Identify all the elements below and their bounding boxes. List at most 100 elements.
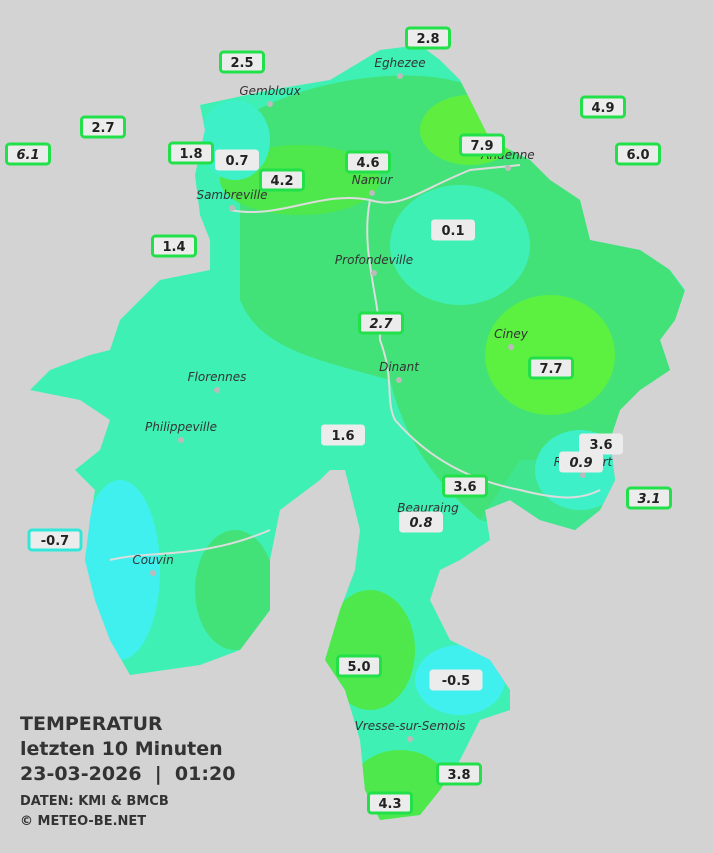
station-box	[168, 141, 214, 165]
station: 0.8	[399, 511, 443, 533]
station-value: 6.1	[16, 148, 39, 163]
station-value: 0.7	[225, 154, 248, 169]
legend-copyright: © METEO-BE.NET	[20, 814, 146, 829]
station-box	[626, 486, 672, 510]
station-value: 0.9	[569, 456, 592, 471]
station-box	[151, 234, 197, 258]
station-box	[615, 142, 661, 166]
station: 7.9	[459, 133, 505, 157]
station-value: 1.4	[162, 240, 185, 255]
station: 3.6	[442, 474, 488, 498]
city-dot	[267, 101, 273, 107]
station-box	[321, 424, 365, 446]
city-label: Ciney	[494, 327, 529, 341]
station: 4.2	[259, 168, 305, 192]
station-box	[405, 26, 451, 50]
station-value: 1.6	[331, 429, 354, 444]
station-box	[580, 95, 626, 119]
legend-source: DATEN: KMI & BMCB	[20, 794, 169, 809]
station-value: 2.7	[91, 121, 114, 136]
city-dot	[371, 270, 377, 276]
station-value: 4.2	[270, 174, 293, 189]
station-box	[259, 168, 305, 192]
station-value: 0.1	[441, 224, 464, 239]
legend-timestamp: 23-03-2026 | 01:20	[20, 763, 235, 785]
station: 4.9	[580, 95, 626, 119]
legend-title: TEMPERATUR	[20, 713, 163, 735]
city-label: Couvin	[132, 553, 173, 567]
station-box	[436, 762, 482, 786]
station-value: -0.5	[442, 674, 470, 689]
city-dot	[407, 736, 413, 742]
station-value: 4.6	[356, 156, 379, 171]
city-label: Dinant	[379, 360, 420, 374]
station-value: 0.8	[409, 516, 432, 531]
city-dot	[150, 570, 156, 576]
station: 2.8	[405, 26, 451, 50]
station-value: 4.9	[591, 101, 614, 116]
station-value: 3.6	[453, 480, 476, 495]
city-dot	[508, 344, 514, 350]
city-dot	[214, 387, 220, 393]
station: 3.8	[436, 762, 482, 786]
station-value: 2.7	[369, 317, 393, 332]
city-dot	[396, 377, 402, 383]
station-value: 7.7	[539, 362, 562, 377]
city-label: Namur	[352, 173, 394, 187]
station-value: 5.0	[347, 660, 370, 675]
station-box	[80, 115, 126, 139]
station: 4.6	[345, 150, 391, 174]
station-value: 2.8	[416, 32, 439, 47]
station: 0.9	[559, 451, 603, 473]
station-value: 6.0	[626, 148, 649, 163]
station-value: 7.9	[470, 139, 493, 154]
station: 2.7	[80, 115, 126, 139]
station: 5.0	[336, 654, 382, 678]
station-box	[459, 133, 505, 157]
city-dot	[580, 472, 586, 478]
station-box	[399, 511, 443, 533]
station: 3.1	[626, 486, 672, 510]
station-box	[431, 219, 475, 241]
city-dot	[397, 73, 403, 79]
station-box	[528, 356, 574, 380]
city-dot	[505, 165, 511, 171]
station-value: 2.5	[230, 56, 253, 71]
station-value: -0.7	[41, 534, 69, 549]
station-value: 3.6	[589, 438, 612, 453]
station-box	[215, 149, 259, 171]
station: 2.7	[358, 311, 404, 335]
station: 6.0	[615, 142, 661, 166]
station: 4.3	[367, 791, 413, 815]
station: 6.1	[5, 142, 51, 166]
station: 1.4	[151, 234, 197, 258]
city-label: Profondeville	[335, 253, 413, 267]
station-box	[345, 150, 391, 174]
station-value: 3.1	[637, 492, 660, 507]
station-value: 3.8	[447, 768, 470, 783]
station: -0.7	[27, 528, 83, 552]
city-label: Florennes	[188, 370, 247, 384]
river	[109, 164, 601, 561]
city-dot	[178, 437, 184, 443]
station: 1.8	[168, 141, 214, 165]
station: 2.5	[219, 50, 265, 74]
station-box	[219, 50, 265, 74]
station-box	[429, 669, 483, 691]
station-box	[367, 791, 413, 815]
station: -0.5	[429, 669, 483, 691]
city-label: Sambreville	[196, 188, 267, 202]
legend-period: letzten 10 Minuten	[20, 738, 223, 760]
station-box	[5, 142, 51, 166]
station-box	[559, 451, 603, 473]
station: 3.6	[579, 433, 623, 455]
station: 0.1	[431, 219, 475, 241]
city-label: Philippeville	[145, 420, 217, 434]
station: 0.7	[215, 149, 259, 171]
city-dot	[229, 205, 235, 211]
city-label: Gembloux	[239, 84, 301, 98]
station: 1.6	[321, 424, 365, 446]
station-box	[358, 311, 404, 335]
station-box	[27, 528, 83, 552]
